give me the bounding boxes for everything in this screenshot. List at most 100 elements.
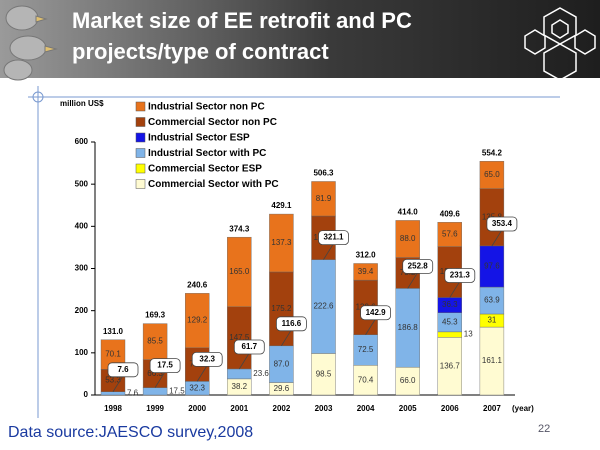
legend-swatch: [135, 179, 146, 189]
bar-segment: [353, 334, 378, 366]
callout-box: [191, 351, 223, 367]
logo: [524, 7, 596, 81]
bar-segment: [353, 365, 378, 396]
value-label: 87.0: [274, 359, 290, 368]
total-label: 240.6: [187, 281, 208, 290]
total-label: 312.0: [356, 251, 377, 260]
y-tick-label: 200: [75, 306, 89, 315]
value-label: 81.9: [316, 194, 332, 203]
legend-label: Commercial Sector non PC: [148, 117, 277, 128]
callout-box: [107, 362, 139, 378]
callout-box: [275, 316, 307, 332]
x-tick-label: 1998: [104, 404, 122, 413]
bar-segment: [269, 345, 294, 383]
bar-segment: [269, 213, 294, 273]
value-label: 32.3: [189, 383, 205, 392]
legend-swatch: [135, 163, 146, 174]
value-label: 165.0: [229, 267, 250, 276]
value-label: 66.3: [147, 369, 163, 378]
deco-circle: [32, 91, 44, 103]
bar-segment: [479, 161, 505, 189]
callout-label: 61.7: [242, 342, 258, 351]
callout-pointer: [112, 375, 124, 393]
y-tick-label: 100: [75, 348, 89, 357]
x-tick-label: 2000: [188, 404, 206, 413]
total-label: 409.6: [440, 209, 461, 218]
value-label: 222.6: [313, 302, 334, 311]
legend-label: Commercial Sector with PC: [148, 179, 279, 190]
value-label: 147.5: [229, 333, 250, 342]
bar-segment: [479, 326, 505, 396]
value-label: 161.1: [482, 356, 503, 365]
callout-label: 321.1: [323, 233, 344, 242]
value-label: 137.3: [271, 238, 292, 247]
y-tick-label: 500: [75, 179, 89, 188]
value-label: 72.5: [358, 345, 374, 354]
header-band: [0, 0, 600, 78]
value-label: 136.7: [440, 361, 461, 370]
chart: 0 100 200 300 400 500 600 million US$ (year) Indu…: [60, 99, 534, 413]
callout-box: [233, 339, 265, 355]
value-label: 57.6: [442, 230, 458, 239]
value-label: 186.8: [398, 323, 419, 332]
value-label: 36.3: [442, 300, 458, 309]
x-tick-label: 2007: [483, 404, 501, 413]
value-label: 175.2: [271, 304, 292, 313]
value-label: 53.3: [105, 376, 121, 385]
bar-segment: [437, 222, 462, 247]
title: projects/type of contract: [72, 39, 329, 64]
x-tick-label: 2003: [315, 404, 333, 413]
legend-swatch: [135, 132, 146, 143]
value-label: 66.0: [400, 376, 416, 385]
callout-box: [318, 230, 349, 246]
callout-box: [402, 259, 434, 274]
callout-label: 231.3: [450, 271, 471, 280]
legend-label: Industrial Sector with PC: [148, 148, 266, 159]
callout-pointer: [407, 272, 419, 289]
callout-pointer: [281, 329, 292, 347]
bar-segment: [479, 286, 505, 315]
source: Data source:JAESCO survey,2008: [8, 424, 253, 441]
legend-swatch: [135, 148, 146, 158]
total-label: 506.3: [313, 169, 334, 178]
y-tick-label: 400: [75, 221, 89, 230]
value-label: 70.4: [358, 375, 374, 384]
legend-swatch: [135, 117, 146, 127]
value-label: 85.5: [147, 337, 163, 346]
value-label: 65.0: [484, 170, 500, 179]
x-tick-label: 2002: [273, 404, 291, 413]
bar-segment: [353, 263, 378, 281]
value-label: 88.0: [400, 234, 416, 243]
x-tick-label: 2005: [399, 404, 417, 413]
bar-segment: [142, 387, 168, 396]
total-label: 374.3: [229, 224, 250, 233]
page-number: 22: [538, 423, 550, 435]
bar-segment: [395, 288, 420, 368]
bar-segment: [311, 259, 336, 354]
value-label: 98.5: [316, 369, 332, 378]
x-axis-label: (year): [512, 404, 534, 413]
bar-segment: [142, 323, 168, 360]
bar-segment: [184, 293, 210, 349]
value-label: 63.9: [484, 296, 500, 305]
callout-pointer: [196, 365, 208, 382]
bird-images: [3, 5, 58, 81]
value-label: 45.3: [442, 317, 458, 326]
callout-pointer: [449, 281, 461, 298]
total-label: 429.1: [271, 201, 292, 210]
bar-segment: [437, 331, 462, 338]
value-label: 29.6: [274, 384, 290, 393]
value-label: 7.6: [127, 389, 139, 398]
title: Market size of EE retrofit and PC: [72, 8, 412, 33]
total-label: 414.0: [398, 208, 419, 217]
value-label: 17.5: [169, 386, 185, 395]
callout-pointer: [491, 229, 503, 247]
y-tick-label: 300: [75, 264, 89, 273]
value-label: 70.1: [105, 350, 121, 359]
value-label: 31: [487, 316, 496, 325]
value-label: 97.6: [484, 262, 500, 271]
y-tick-label: 600: [75, 137, 89, 146]
value-label: 23.6: [253, 369, 269, 378]
legend-label: Commercial Sector ESP: [148, 164, 262, 175]
